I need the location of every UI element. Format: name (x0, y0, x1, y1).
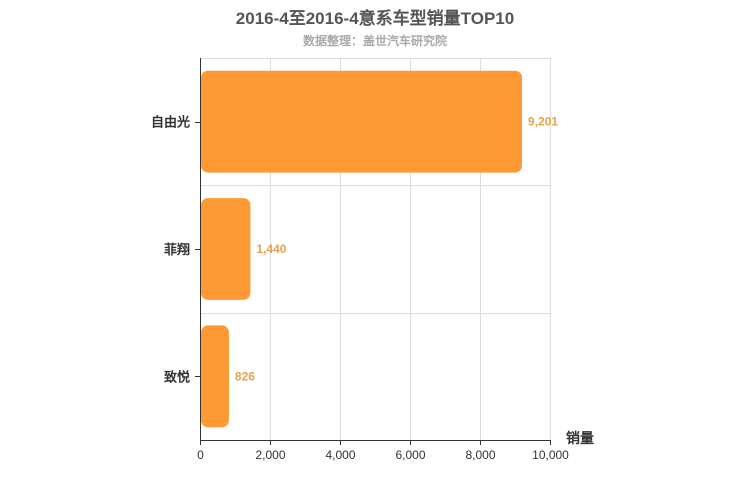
x-tick-label: 6,000 (395, 448, 425, 462)
data-label: 826 (235, 369, 255, 383)
bar[interactable] (201, 325, 229, 428)
value-labels: 9,201 1,440 826 (235, 115, 558, 384)
y-tick-label: 自由光 (151, 115, 190, 130)
x-tick-label: 4,000 (325, 448, 355, 462)
bars (201, 70, 523, 428)
bar[interactable] (201, 70, 523, 173)
y-tick-label: 致悦 (164, 369, 190, 384)
x-tick-label: 0 (197, 448, 204, 462)
x-tick-label: 10,000 (532, 448, 569, 462)
x-tick-label: 8,000 (465, 448, 495, 462)
x-axis-label: 销量 (566, 430, 594, 446)
x-tick-label: 2,000 (255, 448, 285, 462)
bar[interactable] (201, 198, 251, 300)
data-label: 1,440 (256, 242, 286, 256)
y-tick-label: 菲翔 (164, 242, 190, 257)
data-label: 9,201 (528, 115, 558, 129)
chart-title: 2016-4至2016-4意系车型销量TOP10 (235, 9, 515, 28)
chart-subtitle: 数据整理：盖世汽车研究院 (302, 34, 447, 48)
